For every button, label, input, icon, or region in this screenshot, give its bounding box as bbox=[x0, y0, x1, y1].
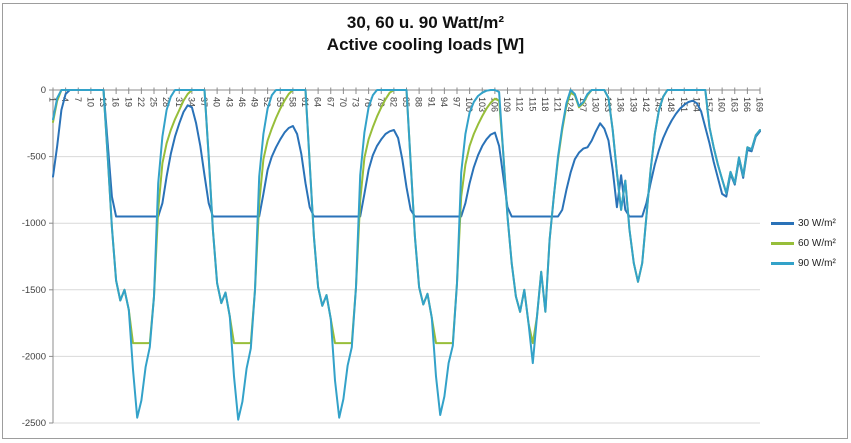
chart-title: 30, 60 u. 90 Watt/m² Active cooling load… bbox=[0, 12, 851, 56]
y-axis-label: -500 bbox=[27, 152, 46, 163]
x-axis-label: 31 bbox=[174, 97, 184, 107]
x-axis-label: 166 bbox=[742, 97, 752, 112]
x-axis-label: 34 bbox=[186, 97, 196, 107]
x-axis-label: 163 bbox=[729, 97, 739, 112]
x-axis-label: 25 bbox=[149, 97, 159, 107]
x-axis-label: 49 bbox=[250, 97, 260, 107]
x-axis-label: 43 bbox=[224, 97, 234, 107]
x-axis-label: 88 bbox=[414, 97, 424, 107]
x-axis-label: 85 bbox=[401, 97, 411, 107]
x-axis-label: 157 bbox=[704, 97, 714, 112]
chart-title-line2: Active cooling loads [W] bbox=[326, 35, 525, 54]
x-axis-label: 115 bbox=[527, 97, 537, 111]
series-line-90-wm2 bbox=[52, 89, 761, 421]
legend-swatch bbox=[771, 242, 794, 245]
x-axis-label: 55 bbox=[275, 97, 285, 107]
y-axis-label: 0 bbox=[41, 85, 46, 96]
x-axis-label: 22 bbox=[136, 97, 146, 107]
x-axis-label: 136 bbox=[616, 97, 626, 112]
x-axis-label: 64 bbox=[313, 97, 323, 107]
y-axis-label: -1500 bbox=[22, 285, 46, 296]
x-axis-label: 40 bbox=[212, 97, 222, 107]
x-axis-label: 160 bbox=[717, 97, 727, 112]
legend-label: 90 W/m² bbox=[798, 258, 836, 269]
x-axis-label: 100 bbox=[464, 97, 474, 112]
x-axis-label: 94 bbox=[439, 97, 449, 107]
x-axis-label: 16 bbox=[111, 97, 121, 107]
x-axis-label: 1 bbox=[48, 97, 58, 102]
x-axis-label: 37 bbox=[199, 97, 209, 107]
x-axis-label: 19 bbox=[123, 97, 133, 107]
x-axis-label: 106 bbox=[489, 97, 499, 112]
chart-border bbox=[2, 3, 848, 439]
x-axis-label: 121 bbox=[553, 97, 563, 112]
x-axis-label: 109 bbox=[502, 97, 512, 112]
legend-item-60-wm2: 60 W/m² bbox=[771, 238, 836, 249]
y-axis-label: -2500 bbox=[22, 418, 46, 429]
x-axis-label: 103 bbox=[477, 97, 487, 112]
x-axis-label: 130 bbox=[590, 97, 600, 112]
x-axis-label: 97 bbox=[452, 97, 462, 107]
x-axis-label: 145 bbox=[654, 97, 664, 112]
x-axis-label: 91 bbox=[426, 97, 436, 107]
x-axis-label: 10 bbox=[85, 97, 95, 107]
x-axis-label: 112 bbox=[515, 97, 525, 111]
chart-title-line1: 30, 60 u. 90 Watt/m² bbox=[346, 13, 505, 32]
x-axis-label: 7 bbox=[73, 97, 83, 102]
x-axis-label: 13 bbox=[98, 97, 108, 107]
legend-label: 60 W/m² bbox=[798, 238, 836, 249]
x-axis-label: 70 bbox=[338, 97, 348, 107]
x-axis-label: 82 bbox=[388, 97, 398, 107]
x-axis-label: 28 bbox=[161, 97, 171, 107]
x-axis-label: 73 bbox=[351, 97, 361, 107]
x-axis-label: 154 bbox=[691, 97, 701, 112]
x-axis-label: 133 bbox=[603, 97, 613, 112]
x-axis-label: 118 bbox=[540, 97, 550, 111]
legend-swatch bbox=[771, 262, 794, 265]
x-axis-label: 142 bbox=[641, 97, 651, 112]
y-axis-label: -2000 bbox=[22, 351, 46, 362]
y-axis-label: -1000 bbox=[22, 218, 46, 229]
x-axis-label: 124 bbox=[565, 97, 575, 112]
x-axis-label: 46 bbox=[237, 97, 247, 107]
x-axis-label: 61 bbox=[300, 97, 310, 107]
series-line-30-wm2 bbox=[52, 89, 761, 218]
legend-swatch bbox=[771, 222, 794, 225]
x-axis-label: 58 bbox=[287, 97, 297, 107]
x-axis-label: 139 bbox=[628, 97, 638, 112]
x-axis-label: 52 bbox=[262, 97, 272, 107]
legend-label: 30 W/m² bbox=[798, 218, 836, 229]
x-axis-label: 67 bbox=[325, 97, 335, 107]
x-axis-label: 148 bbox=[666, 97, 676, 112]
legend-item-90-wm2: 90 W/m² bbox=[771, 258, 836, 269]
legend-item-30-wm2: 30 W/m² bbox=[771, 218, 836, 229]
x-axis-label: 79 bbox=[376, 97, 386, 107]
x-axis-label: 169 bbox=[755, 97, 765, 112]
legend: 30 W/m² 60 W/m² 90 W/m² bbox=[771, 218, 836, 269]
x-axis-label: 76 bbox=[363, 97, 373, 107]
